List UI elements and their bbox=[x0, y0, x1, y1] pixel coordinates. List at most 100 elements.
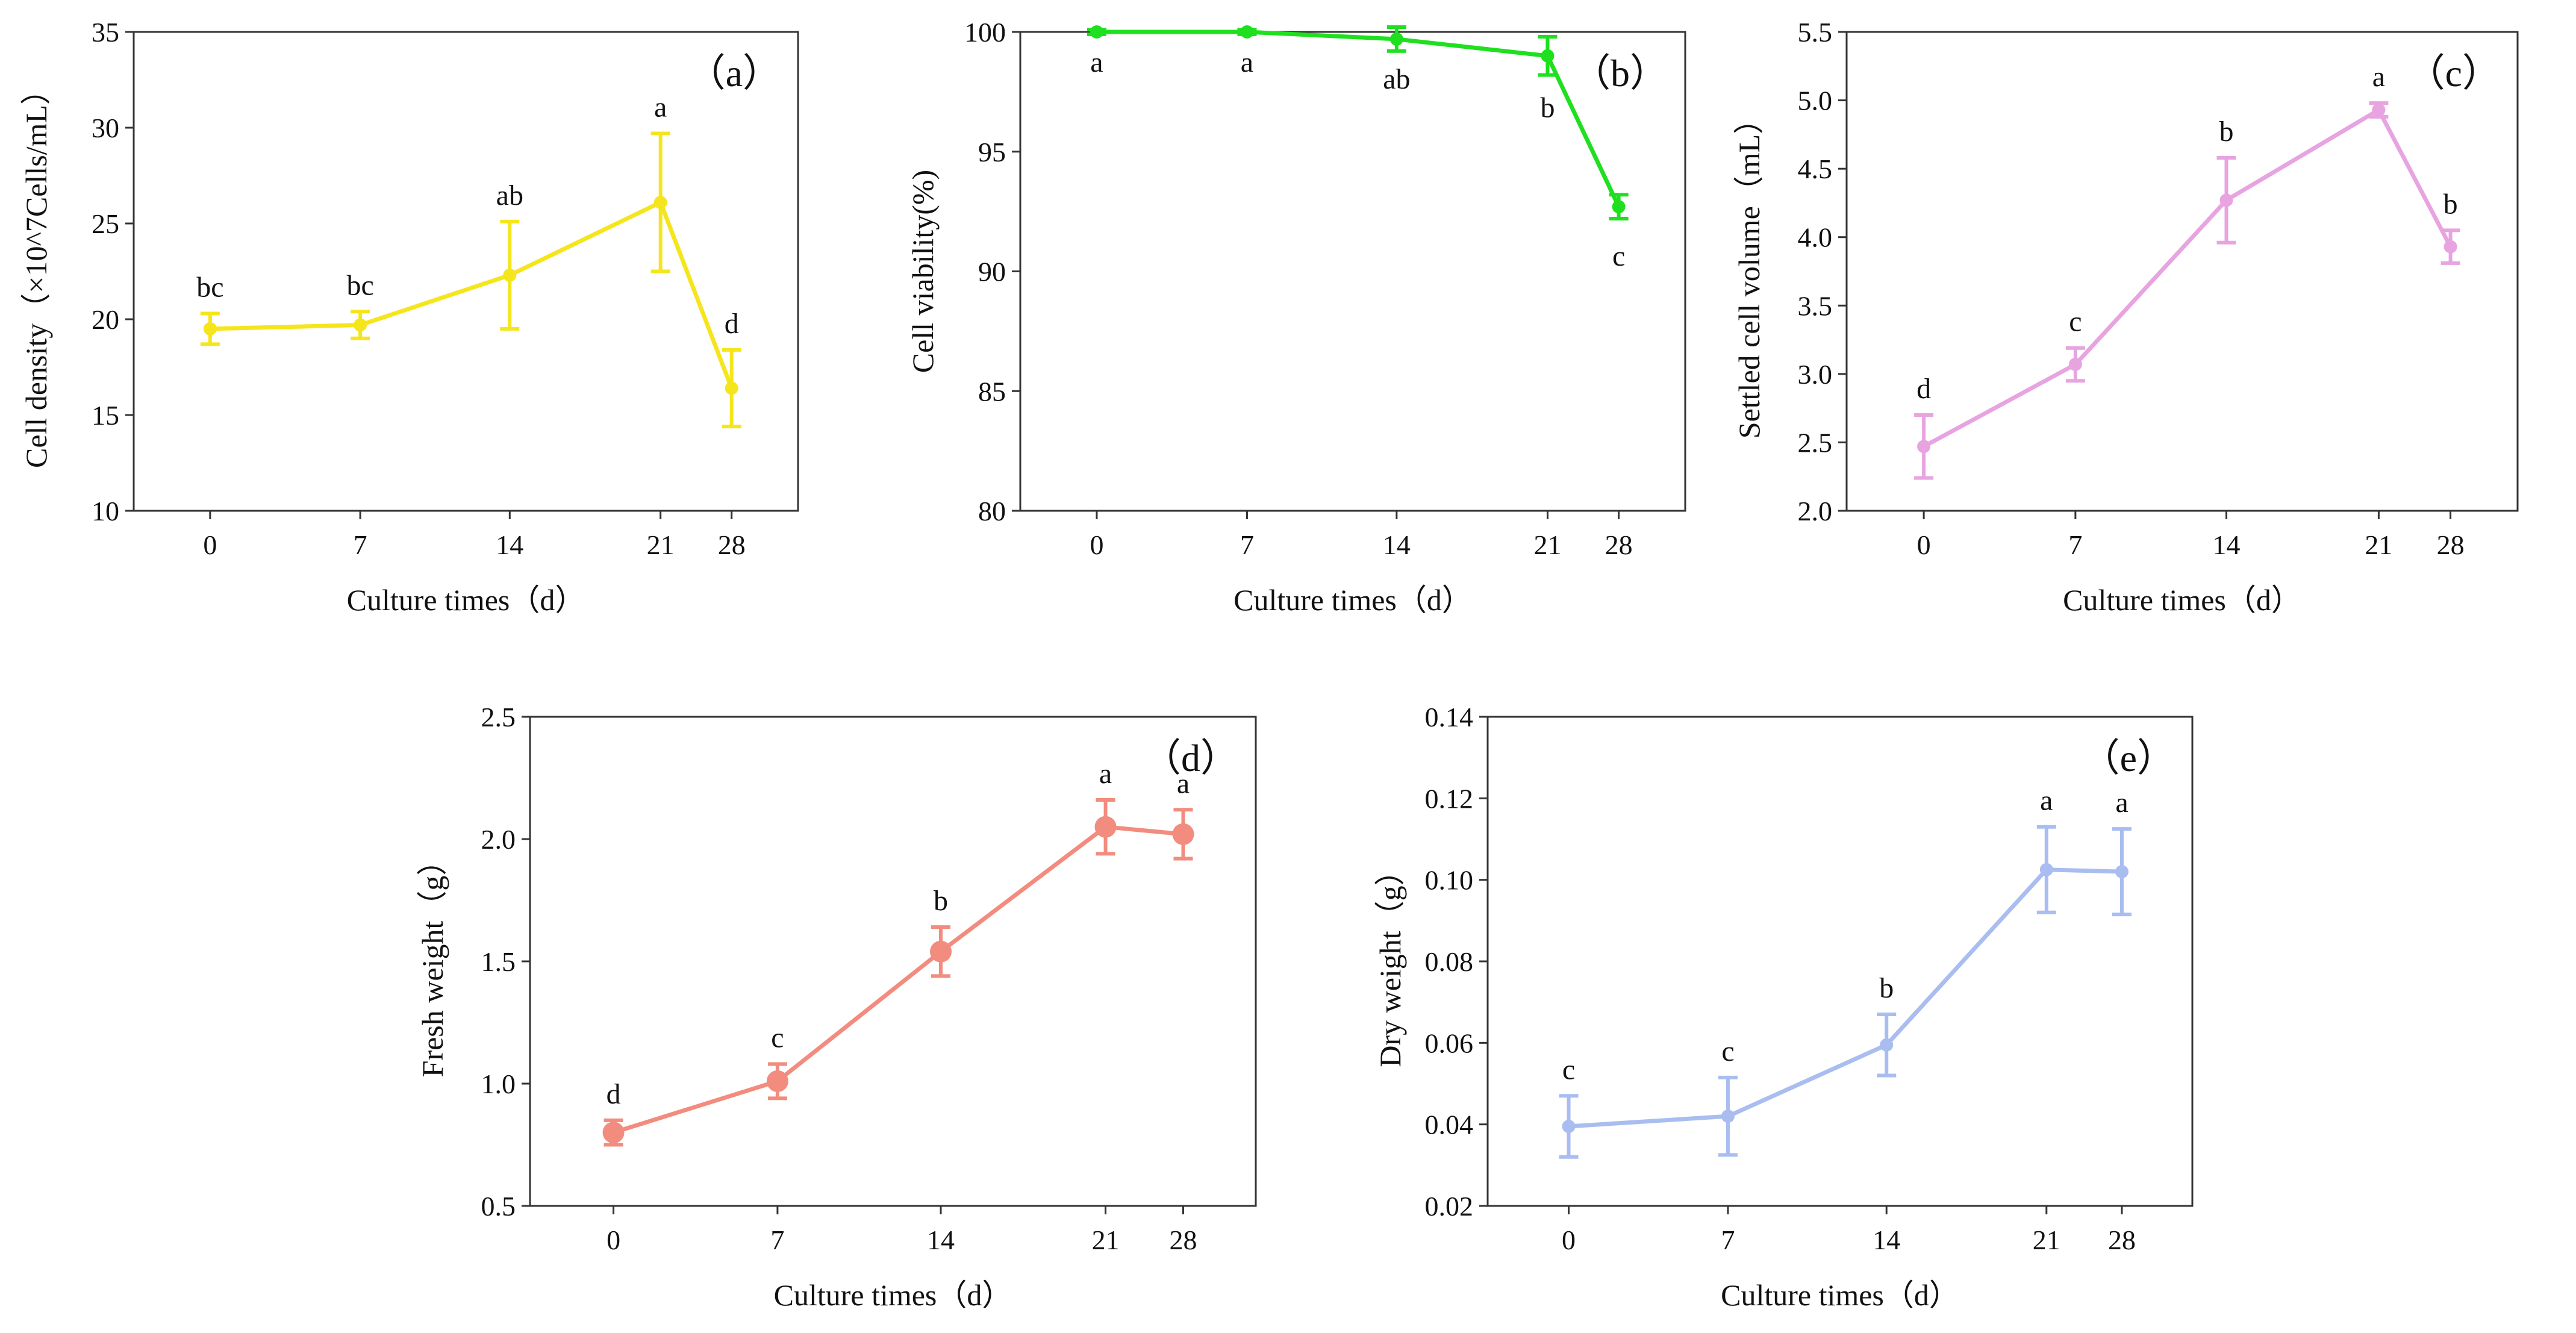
x-tick-label: 28 bbox=[2437, 529, 2465, 560]
x-tick-label: 0 bbox=[203, 529, 217, 560]
x-tick-label: 0 bbox=[1090, 529, 1103, 560]
significance-letter: a bbox=[2372, 61, 2385, 93]
x-tick-label: 14 bbox=[2213, 529, 2241, 560]
y-axis-title: Cell density（×10^7Cells/mL） bbox=[19, 75, 53, 468]
significance-letter: c bbox=[1612, 240, 1625, 272]
y-tick-label: 2.5 bbox=[1798, 427, 1833, 458]
panel-label: （a） bbox=[687, 52, 781, 95]
plot-frame bbox=[1019, 31, 1686, 512]
x-tick-label: 28 bbox=[1605, 529, 1633, 560]
significance-letter: bc bbox=[196, 271, 223, 303]
significance-letter: c bbox=[771, 1022, 784, 1054]
significance-letter: b bbox=[1879, 972, 1894, 1004]
x-tick-label: 21 bbox=[2033, 1225, 2060, 1255]
y-axis-title: Dry weight（g） bbox=[1373, 855, 1407, 1067]
y-tick-label: 10 bbox=[92, 496, 119, 526]
x-tick-label: 28 bbox=[718, 529, 746, 560]
y-tick-label: 30 bbox=[92, 113, 119, 143]
data-point bbox=[2115, 865, 2128, 879]
plot-frame bbox=[133, 31, 799, 512]
panel-label: （b） bbox=[1572, 52, 1668, 95]
x-tick-label: 7 bbox=[1240, 529, 1254, 560]
series-line bbox=[1923, 107, 2453, 449]
data-point bbox=[1090, 25, 1103, 39]
y-tick-label: 85 bbox=[978, 376, 1006, 407]
data-point bbox=[1094, 816, 1117, 838]
y-tick-label: 0.14 bbox=[1425, 702, 1474, 732]
y-tick-label: 1.0 bbox=[481, 1069, 516, 1099]
x-axis-title: Culture times（d） bbox=[774, 1278, 1012, 1312]
x-tick-label: 7 bbox=[354, 529, 367, 560]
data-point bbox=[725, 381, 738, 395]
significance-letter: a bbox=[2115, 787, 2128, 819]
y-tick-label: 0.10 bbox=[1425, 865, 1474, 896]
significance-letter: b bbox=[2219, 116, 2234, 148]
series-line bbox=[210, 200, 734, 389]
x-tick-label: 7 bbox=[770, 1225, 784, 1255]
data-point bbox=[503, 268, 517, 282]
plot-frame bbox=[529, 716, 1257, 1207]
x-tick-label: 21 bbox=[1533, 529, 1561, 560]
y-tick-label: 2.5 bbox=[481, 702, 516, 732]
significance-letter: d bbox=[607, 1078, 621, 1110]
y-tick-label: 4.5 bbox=[1798, 154, 1833, 184]
x-axis-title: Culture times（d） bbox=[2063, 583, 2301, 617]
x-tick-label: 14 bbox=[496, 529, 523, 560]
plot-frame bbox=[1845, 31, 2519, 512]
y-tick-label: 0.06 bbox=[1425, 1028, 1474, 1058]
data-point bbox=[766, 1070, 788, 1092]
y-tick-label: 2.0 bbox=[1798, 496, 1833, 526]
y-tick-label: 0.12 bbox=[1425, 783, 1474, 814]
x-tick-label: 14 bbox=[1873, 1225, 1900, 1255]
y-tick-label: 100 bbox=[964, 17, 1006, 48]
panel-label: （c） bbox=[2407, 52, 2501, 95]
y-tick-label: 25 bbox=[92, 208, 119, 239]
series-line bbox=[613, 825, 1184, 1135]
x-tick-label: 28 bbox=[1170, 1225, 1197, 1255]
y-tick-label: 0.08 bbox=[1425, 946, 1474, 977]
data-point bbox=[1172, 823, 1194, 845]
significance-letter: ab bbox=[496, 180, 523, 211]
significance-letter: b bbox=[2443, 188, 2458, 220]
data-point bbox=[354, 318, 367, 332]
x-axis-title: Culture times（d） bbox=[1233, 583, 1472, 617]
x-tick-label: 14 bbox=[1383, 529, 1411, 560]
y-tick-label: 80 bbox=[978, 496, 1006, 526]
data-point bbox=[1917, 440, 1931, 454]
data-point bbox=[1389, 32, 1403, 46]
data-point bbox=[2372, 103, 2386, 117]
data-point bbox=[2068, 357, 2082, 371]
data-point bbox=[203, 322, 217, 336]
significance-letter: a bbox=[654, 92, 667, 123]
y-tick-label: 90 bbox=[978, 257, 1006, 287]
y-tick-label: 1.5 bbox=[481, 946, 516, 977]
significance-letter: c bbox=[1562, 1054, 1575, 1085]
x-tick-label: 0 bbox=[607, 1225, 620, 1255]
y-tick-label: 5.5 bbox=[1798, 17, 1833, 48]
significance-letter: b bbox=[1540, 92, 1555, 124]
x-tick-label: 0 bbox=[1917, 529, 1931, 560]
x-tick-label: 7 bbox=[2068, 529, 2082, 560]
data-point bbox=[602, 1122, 625, 1144]
significance-letter: d bbox=[1916, 373, 1931, 405]
plot-frame bbox=[1486, 716, 2194, 1207]
y-tick-label: 15 bbox=[92, 400, 119, 431]
series-line bbox=[1568, 867, 2122, 1129]
chart-panel-d: 0.5 1.0 1.5 2.0 2.5 0 7 14 21 28 Culture times（d） F… bbox=[416, 702, 1257, 1312]
x-tick-label: 7 bbox=[1721, 1225, 1735, 1255]
x-tick-label: 0 bbox=[1562, 1225, 1576, 1255]
data-point bbox=[1721, 1110, 1735, 1123]
y-tick-label: 3.5 bbox=[1798, 290, 1833, 321]
significance-letter: a bbox=[2040, 785, 2053, 817]
data-point bbox=[1612, 200, 1626, 214]
significance-letter: d bbox=[725, 308, 739, 340]
data-point bbox=[1562, 1120, 1576, 1134]
data-point bbox=[653, 196, 667, 210]
significance-letter: a bbox=[1177, 767, 1190, 799]
y-tick-label: 0.5 bbox=[481, 1191, 516, 1222]
x-axis-title: Culture times（d） bbox=[347, 583, 585, 617]
x-tick-label: 21 bbox=[1092, 1225, 1120, 1255]
panel-label: （e） bbox=[2082, 737, 2175, 779]
y-tick-label: 95 bbox=[978, 137, 1006, 167]
significance-letter: a bbox=[1099, 758, 1112, 790]
